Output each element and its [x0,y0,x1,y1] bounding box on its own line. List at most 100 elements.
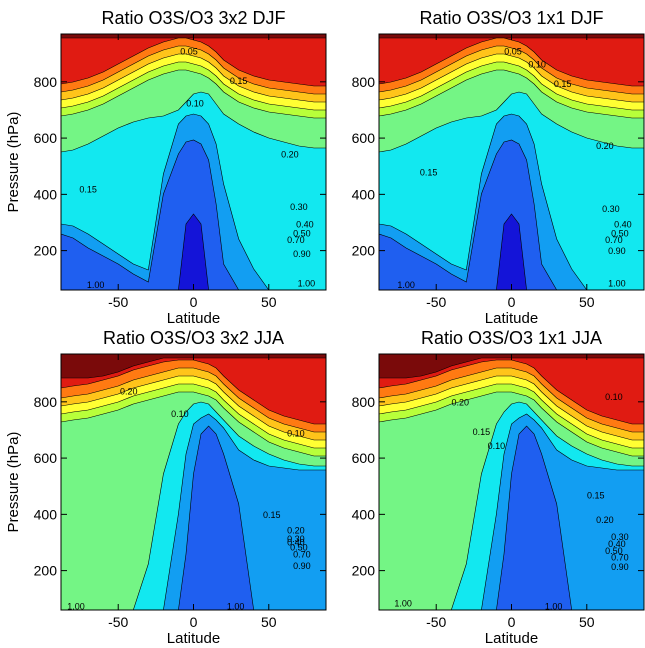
contour-label: 1.00 [298,279,316,289]
x-tick-label: -50 [426,614,446,630]
x-tick-label: 0 [190,614,198,630]
contour-label: 0.05 [504,47,522,57]
contour-label: 1.00 [87,280,105,290]
y-axis-label: Pressure (hPa) [5,112,22,213]
x-tick-label: 50 [579,294,595,310]
contour-label: 0.05 [180,47,198,57]
y-tick-label: 600 [34,450,58,466]
contour-label: 0.20 [281,149,299,159]
contour-fill [61,34,326,290]
contour-fill [379,34,644,290]
contour-label: 1.00 [545,602,563,612]
y-tick-label: 600 [34,130,58,146]
chart-title: Ratio O3S/O3 3x2 DJF [101,8,285,28]
contour-label: 0.15 [230,76,248,86]
chart-panel-4: 1.00 1.00 0.900.700.500.400.30 0.20 0.15 0.10… [352,328,645,647]
contour-fill [61,354,326,610]
contour-label: 0.10 [488,441,506,451]
contour-label: 1.00 [394,599,412,609]
contour-label: 0.50 [611,229,629,239]
y-tick-label: 200 [352,563,376,579]
x-tick-label: 0 [190,294,198,310]
contour-label: 0.50 [290,542,308,552]
contour-label: 0.20 [287,526,305,536]
contour-band-0.05-0.10 [61,425,326,610]
y-tick-label: 200 [352,243,376,259]
contour-label: 0.15 [79,185,97,195]
y-tick-label: 800 [352,74,376,90]
contour-label: 1.00 [397,280,415,290]
contour-label: 0.40 [608,539,626,549]
y-tick-label: 400 [352,186,376,202]
x-axis-label: Latitude [485,630,538,647]
x-tick-label: 0 [508,614,516,630]
x-tick-label: -50 [108,614,128,630]
y-tick-label: 400 [34,506,58,522]
contour-label: 0.70 [287,235,305,245]
y-tick-label: 800 [352,394,376,410]
contour-label: 0.90 [293,249,311,259]
contour-label: 0.70 [293,550,311,560]
contour-band-0.05-0.10 [379,425,644,610]
contour-label: 0.10 [605,392,623,402]
chart-title: Ratio O3S/O3 3x2 JJA [103,328,284,348]
x-axis-label: Latitude [167,310,220,327]
contour-label: 1.00 [227,602,245,612]
x-tick-label: 0 [508,294,516,310]
contour-label: 0.10 [528,59,546,69]
contour-label: 0.90 [293,561,311,571]
contour-label: 0.30 [287,534,305,544]
chart-panel-3: 1.00 1.000.900.700.500.400.300.200.150.10… [5,328,327,647]
contour-label: 0.15 [554,79,572,89]
contour-label: 0.30 [290,202,308,212]
contour-label: 0.15 [473,427,491,437]
chart-panel-2: 1.00 1.00 0.900.700.500.40 0.30 0.15 0.20 0.15… [352,8,645,327]
contour-fill [379,354,644,610]
contour-label: 0.70 [611,552,629,562]
y-tick-label: 600 [352,450,376,466]
contour-band-below_0.05 [379,213,644,290]
x-tick-label: -50 [426,294,446,310]
contour-label: 0.30 [602,204,620,214]
contour-label: 0.10 [186,99,204,109]
contour-label: 0.50 [605,546,623,556]
contour-label: 1.00 [67,602,85,612]
contour-label: 0.15 [587,490,605,500]
chart-panel-1: 1.00 1.00 0.90 0.700.500.40 0.30 0.15 0.20 0.10… [5,8,327,327]
contour-label: 0.20 [596,141,614,151]
y-tick-label: 800 [34,74,58,90]
contour-label: 0.15 [420,168,438,178]
x-tick-label: 50 [261,294,277,310]
contour-label: 0.20 [452,398,470,408]
chart-title: Ratio O3S/O3 1x1 JJA [421,328,602,348]
contour-label: 0.40 [296,220,314,230]
contour-label: 1.00 [608,279,626,289]
contour-label: 0.40 [287,537,305,547]
x-axis-label: Latitude [167,630,220,647]
contour-label: 0.50 [293,229,311,239]
x-tick-label: -50 [108,294,128,310]
chart-title: Ratio O3S/O3 1x1 DJF [419,8,603,28]
y-tick-label: 600 [352,130,376,146]
contour-label: 0.10 [171,409,189,419]
contour-label: 0.40 [614,220,632,230]
y-tick-label: 800 [34,394,58,410]
contour-label: 0.10 [287,429,305,439]
y-tick-label: 400 [352,506,376,522]
contour-label: 0.15 [263,510,281,520]
contour-label: 0.70 [605,235,623,245]
contour-label: 0.90 [611,562,629,572]
contour-band-below_0.05 [61,213,326,290]
contour-label: 0.20 [596,515,614,525]
x-axis-label: Latitude [485,310,538,327]
contour-label: 0.30 [611,532,629,542]
y-axis-label: Pressure (hPa) [5,432,22,533]
y-tick-label: 200 [34,563,58,579]
y-tick-label: 400 [34,186,58,202]
contour-label: 0.20 [120,386,138,396]
y-tick-label: 200 [34,243,58,259]
x-tick-label: 50 [579,614,595,630]
contour-label: 0.90 [608,246,626,256]
x-tick-label: 50 [261,614,277,630]
